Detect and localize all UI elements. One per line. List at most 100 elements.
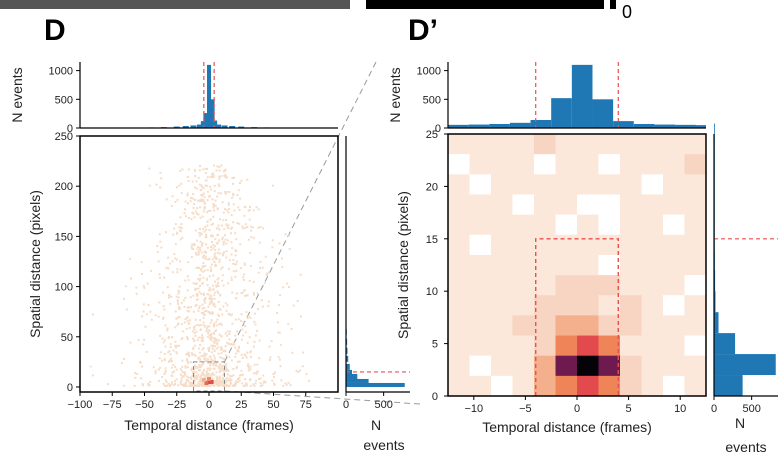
event-bin [186, 309, 189, 312]
histogram-bar [346, 369, 353, 376]
event-bin [184, 381, 187, 384]
heatmap-cell [534, 214, 556, 236]
event-bin [193, 332, 196, 335]
event-bin [187, 168, 190, 171]
heatmap-cell [448, 154, 470, 175]
event-bin [220, 366, 223, 369]
event-bin [156, 251, 159, 254]
event-bin [158, 276, 161, 279]
y-tick-label: 1000 [49, 66, 73, 78]
event-bin [217, 224, 220, 227]
event-bin [198, 234, 201, 237]
event-bin [228, 259, 231, 262]
event-bin [227, 202, 230, 205]
event-bin [221, 238, 224, 241]
event-bin [207, 293, 210, 296]
event-bin [167, 360, 170, 363]
event-bin [196, 266, 199, 269]
heatmap-cell [663, 295, 685, 316]
event-bin [183, 212, 186, 215]
event-bin [200, 292, 203, 295]
event-bin [187, 261, 190, 264]
event-bin [189, 296, 192, 299]
event-bin [209, 218, 212, 221]
event-bin [198, 169, 201, 172]
event-bin [129, 341, 132, 344]
heatmap-cell [469, 194, 492, 215]
event-bin [228, 190, 231, 193]
event-bin [210, 240, 213, 243]
event-bin [213, 359, 216, 362]
event-bin [231, 343, 234, 346]
event-bin [214, 249, 217, 252]
event-bin [213, 254, 216, 257]
x-tick-label: −50 [135, 399, 154, 411]
event-bin [214, 204, 217, 207]
event-bin [244, 223, 247, 226]
event-bin [186, 202, 189, 205]
event-bin [187, 306, 190, 309]
event-bin [225, 309, 228, 312]
event-bin [249, 264, 252, 267]
event-bin [236, 378, 239, 381]
heatmap-cell [663, 234, 685, 256]
event-bin [227, 211, 230, 214]
event-bin [191, 180, 194, 183]
event-bin [208, 297, 211, 300]
heatmap-cell [534, 335, 556, 356]
event-bin [195, 303, 198, 306]
event-bin [187, 216, 190, 219]
histogram-bar [190, 125, 197, 128]
event-bin [180, 370, 183, 373]
heatmap-cell [491, 194, 513, 215]
event-bin [135, 292, 138, 295]
heatmap-cell [512, 214, 535, 236]
heatmap-cell [598, 375, 621, 397]
event-bin [214, 338, 217, 341]
event-bin [203, 301, 206, 304]
heatmap-cell [512, 174, 535, 195]
event-bin [198, 165, 201, 168]
event-bin [192, 326, 195, 329]
event-bin [191, 337, 194, 340]
event-bin [225, 256, 228, 259]
event-bin [250, 236, 253, 239]
event-bin [258, 357, 261, 360]
event-bin [224, 379, 227, 382]
event-bin [175, 346, 178, 349]
event-bin [173, 380, 176, 383]
event-bin [150, 318, 153, 321]
heatmap-cell [469, 254, 492, 276]
heatmap-cell [641, 214, 664, 236]
histogram-bar [173, 126, 180, 128]
event-bin [299, 273, 302, 276]
event-bin [182, 374, 185, 377]
event-bin [157, 368, 160, 371]
event-bin [259, 382, 262, 385]
event-bin [149, 310, 152, 313]
event-bin [185, 379, 188, 382]
event-bin [213, 209, 216, 212]
event-bin [259, 260, 262, 263]
event-bin [237, 189, 240, 192]
heatmap-cell [598, 254, 621, 276]
event-bin [213, 349, 216, 352]
event-bin [122, 357, 125, 360]
event-bin [227, 312, 230, 315]
event-bin-dense [207, 379, 211, 384]
event-bin [225, 380, 228, 383]
event-bin [203, 206, 206, 209]
event-bin [218, 333, 221, 336]
event-bin [225, 363, 228, 366]
event-bin [169, 302, 172, 305]
event-bin [190, 218, 193, 221]
event-bin [177, 296, 180, 299]
event-bin [157, 379, 160, 382]
event-bin [215, 338, 218, 341]
event-bin [220, 346, 223, 349]
event-bin [213, 164, 216, 167]
event-bin [183, 321, 186, 324]
event-bin [218, 367, 221, 370]
event-bin [210, 358, 213, 361]
event-bin [205, 278, 208, 281]
